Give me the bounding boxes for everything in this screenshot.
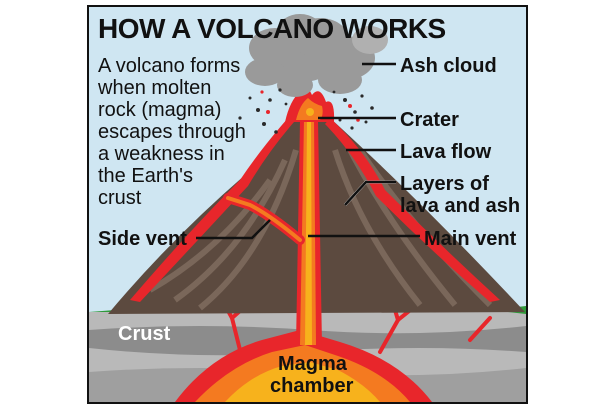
label-layers-line2: lava and ash	[400, 195, 520, 217]
label-crater: Crater	[400, 109, 459, 131]
debris	[238, 88, 374, 134]
side-vent	[223, 193, 305, 245]
page-title: HOW A VOLCANO WORKS	[98, 13, 446, 44]
description-line: the Earth's	[98, 165, 193, 187]
description-line: when molten	[97, 77, 211, 99]
label-lava-flow: Lava flow	[400, 141, 492, 163]
description-line: rock (magma)	[98, 99, 221, 121]
description: A volcano forms when molten rock (magma)…	[97, 55, 246, 209]
label-magma-line2: chamber	[270, 375, 354, 397]
magma-chamber	[175, 330, 432, 402]
label-magma-line1: Magma	[278, 353, 348, 375]
pointer-lines	[196, 62, 420, 240]
description-line: escapes through	[98, 121, 246, 143]
label-main-vent: Main vent	[424, 228, 517, 250]
main-vent	[296, 120, 322, 345]
description-line: crust	[98, 187, 142, 209]
label-crust: Crust	[118, 323, 171, 345]
label-layers-line1: Layers of	[400, 173, 489, 195]
description-line: A volcano forms	[98, 55, 240, 77]
label-side-vent: Side vent	[98, 228, 187, 250]
label-ash-cloud: Ash cloud	[400, 55, 497, 77]
description-line: a weakness in	[98, 143, 225, 165]
ash-cloud	[245, 14, 388, 97]
